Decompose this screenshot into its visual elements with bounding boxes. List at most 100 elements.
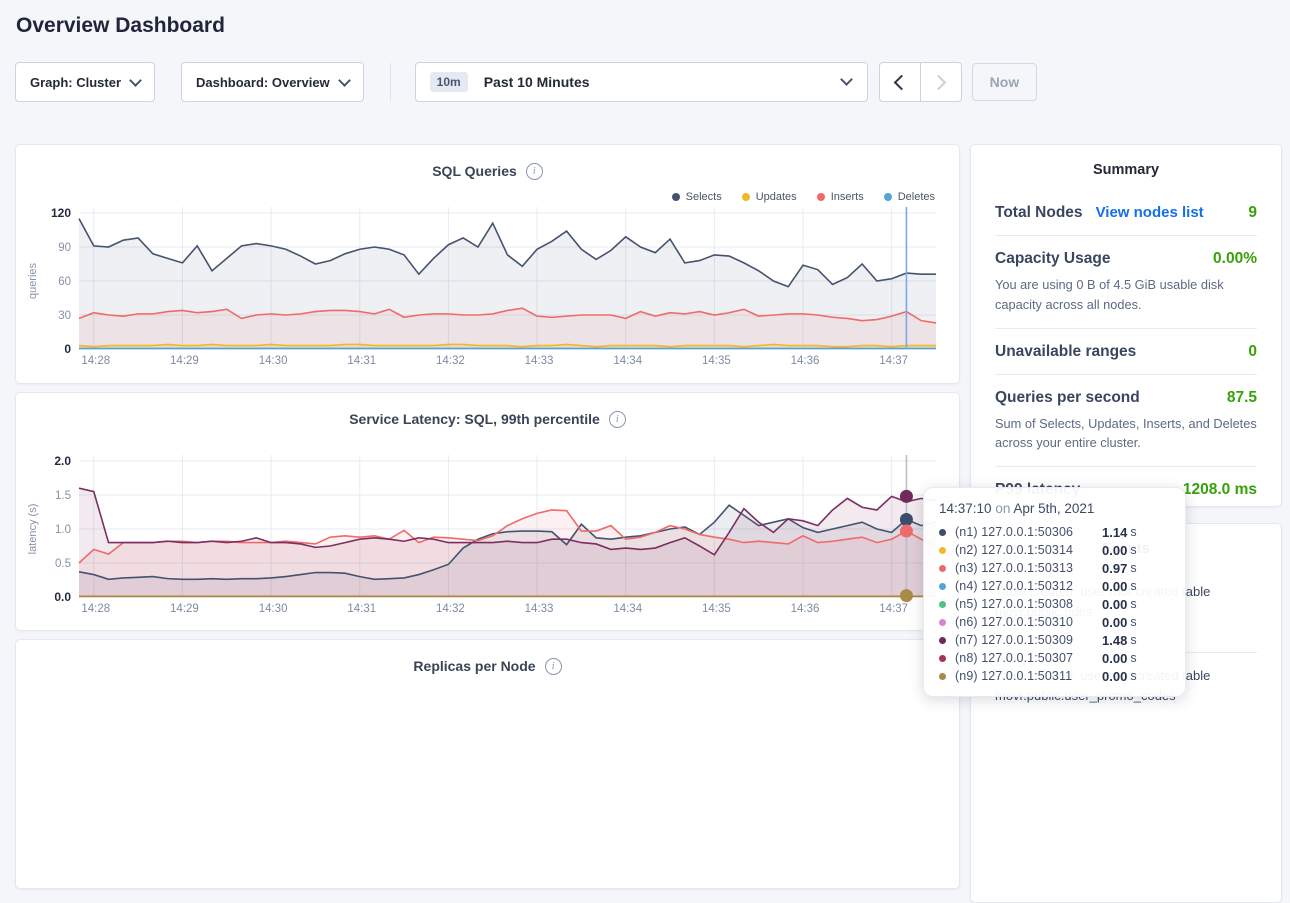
node-latency-value: 0.00 [1102,650,1128,666]
y-tick-label: 0.0 [54,590,71,604]
service-latency-chart[interactable]: 14:28 14:29 14:30 14:31 14:32 14:33 14:34 14:35… [16,451,961,621]
y-tick-label: 0.5 [55,558,71,570]
now-button[interactable]: Now [971,63,1038,101]
chart-title-row: Service Latency: SQL, 99th percentile i [16,393,959,428]
chart-legend: Selects Updates Inserts Deletes [671,191,935,203]
chart-title-row: SQL Queries i [16,145,959,180]
x-tick-label: 14:34 [613,355,642,367]
chart-title: SQL Queries [432,163,517,179]
legend-item[interactable]: Updates [741,191,797,203]
series-line [78,218,936,288]
legend-dot [816,193,825,201]
info-icon[interactable]: i [525,162,543,180]
node-latency-value: 0.00 [1102,578,1128,594]
time-nav-group [878,62,962,102]
node-address: (n1) 127.0.0.1:50306 [955,525,1074,539]
x-tick-label: 14:32 [436,355,465,367]
chart-hover-tooltip: 14:37:10 on Apr 5th, 2021 (n1) 127.0.0.1… [923,487,1186,697]
node-address: (n6) 127.0.0.1:50310 [955,615,1074,629]
node-latency-unit: s [1130,543,1137,557]
y-tick-label: 120 [51,206,71,220]
toolbar: Graph: Cluster Dashboard: Overview 10m P… [15,62,1290,102]
summary-value: 0 [1248,342,1257,360]
legend-dot [741,193,750,201]
legend-dot [671,193,680,201]
series-line [78,504,937,581]
node-address: (n7) 127.0.0.1:50309 [955,633,1074,647]
node-color-dot [939,546,946,554]
summary-value: 0.00% [1213,250,1257,267]
page-title: Overview Dashboard [16,14,225,37]
node-latency-value: 1.14 [1102,524,1128,540]
tooltip-time: 14:37:10 [939,501,992,516]
chart-title-row: Replicas per Node i [16,640,959,675]
node-latency-value: 0.00 [1102,596,1128,612]
time-range-dropdown[interactable]: 10m Past 10 Minutes [414,62,868,102]
node-latency-value: 0.97 [1102,560,1128,576]
info-icon[interactable]: i [544,657,562,675]
series-line [78,343,936,348]
node-address: (n5) 127.0.0.1:50308 [955,597,1074,611]
node-latency-unit: s [1130,579,1137,593]
graph-dropdown[interactable]: Graph: Cluster [15,62,156,102]
node-color-dot [939,672,946,680]
summary-row-top: Queries per second 87.5 [995,389,1257,407]
x-tick-label: 14:33 [525,355,554,367]
series-line [78,509,937,564]
summary-description: Sum of Selects, Updates, Inserts, and De… [995,415,1257,451]
node-latency-value: 0.00 [1102,542,1128,558]
summary-row: Unavailable ranges 0 [995,327,1257,374]
node-address: (n3) 127.0.0.1:50313 [955,561,1074,575]
tooltip-rows: (n1) 127.0.0.1:50306 1.14 s (n2) 127.0.0… [939,523,1170,685]
legend-label: Updates [755,191,797,203]
x-tick-label: 14:35 [702,355,731,367]
x-tick-label: 14:31 [347,355,376,367]
summary-value: 1208.0 ms [1182,481,1257,499]
summary-label: Unavailable ranges [995,342,1137,360]
hover-dot [899,524,913,538]
legend-label: Deletes [897,191,935,203]
x-tick-label: 14:34 [613,603,642,615]
summary-row: Capacity Usage 0.00% You are using 0 B o… [995,235,1257,328]
chevron-right-icon [930,74,947,90]
x-tick-label: 14:36 [791,355,820,367]
summary-label: Queries per second [995,388,1140,406]
dashboard-dropdown-label: Dashboard: Overview [196,74,330,90]
tooltip-node-row: (n7) 127.0.0.1:50309 1.48 s [939,631,1170,649]
tooltip-conjunction: on [995,501,1011,516]
y-tick-label: 60 [58,276,71,288]
legend-item[interactable]: Deletes [883,191,935,203]
node-address: (n8) 127.0.0.1:50307 [955,651,1074,665]
chevron-down-icon [129,73,142,87]
tooltip-node-row: (n3) 127.0.0.1:50313 0.97 s [939,559,1170,577]
y-tick-label: 1.0 [55,524,71,536]
legend-label: Inserts [830,191,864,203]
legend-item[interactable]: Selects [671,191,722,203]
y-axis-label: latency (s) [27,504,39,555]
summary-rows: Total Nodes View nodes list 9 Capacity U… [995,190,1257,512]
x-tick-label: 14:37 [879,355,908,367]
y-tick-label: 0 [64,342,71,356]
time-range-badge: 10m [429,72,468,92]
sql-queries-card: SQL Queries i Selects Updates [15,144,960,384]
node-color-dot [939,654,946,662]
dashboard-dropdown[interactable]: Dashboard: Overview [181,62,364,102]
x-tick-label: 14:28 [81,603,110,615]
replicas-per-node-card: Replicas per Node i [15,639,960,889]
time-prev-button[interactable] [880,63,920,101]
info-icon[interactable]: i [608,410,626,428]
x-tick-label: 14:37 [879,603,908,615]
time-next-button[interactable] [919,63,961,101]
sql-queries-chart[interactable]: 14:28 14:29 14:30 14:31 14:32 14:33 14:34 14:35… [16,203,961,373]
view-nodes-link[interactable]: View nodes list [1095,204,1204,221]
tooltip-node-row: (n9) 127.0.0.1:50311 0.00 s [939,667,1170,685]
legend-label: Selects [685,191,722,203]
tooltip-node-row: (n5) 127.0.0.1:50308 0.00 s [939,595,1170,613]
legend-item[interactable]: Inserts [816,191,864,203]
charts-column: SQL Queries i Selects Updates [15,144,960,903]
x-tick-label: 14:28 [81,355,110,367]
node-latency-unit: s [1130,633,1137,647]
node-color-dot [939,618,946,626]
hover-dot [899,489,913,503]
series-line [78,487,937,556]
